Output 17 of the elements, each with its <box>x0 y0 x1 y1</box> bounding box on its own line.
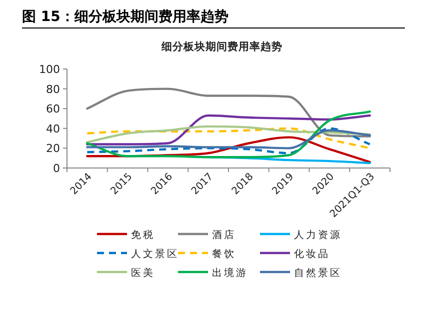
legend-label: 出境游 <box>212 267 248 279</box>
legend-label: 人文景区 <box>131 248 179 260</box>
legend-label: 医美 <box>131 267 155 279</box>
legend-label: 餐饮 <box>212 248 236 260</box>
legend-label: 化妆品 <box>294 248 330 260</box>
y-tick-label: 100 <box>39 63 60 76</box>
y-tick-label: 0 <box>53 162 60 175</box>
legend-label: 免税 <box>131 229 155 241</box>
y-tick-label: 40 <box>46 122 60 136</box>
chart-title: 图 15：细分板块期间费用率趋势 <box>22 8 228 25</box>
legend-label: 酒店 <box>212 229 236 241</box>
y-tick-label: 20 <box>46 142 60 156</box>
legend-label: 人力资源 <box>294 229 342 241</box>
chart-subtitle: 细分板块期间费用率趋势 <box>160 40 282 53</box>
y-tick-label: 80 <box>46 82 60 96</box>
legend-label: 自然景区 <box>294 267 342 279</box>
y-tick-label: 60 <box>46 102 60 116</box>
